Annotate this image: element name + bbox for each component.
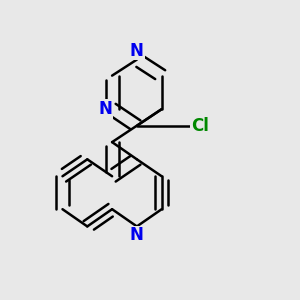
- Text: Cl: Cl: [191, 117, 209, 135]
- Text: N: N: [98, 100, 112, 118]
- Text: N: N: [130, 42, 144, 60]
- Text: N: N: [130, 226, 144, 244]
